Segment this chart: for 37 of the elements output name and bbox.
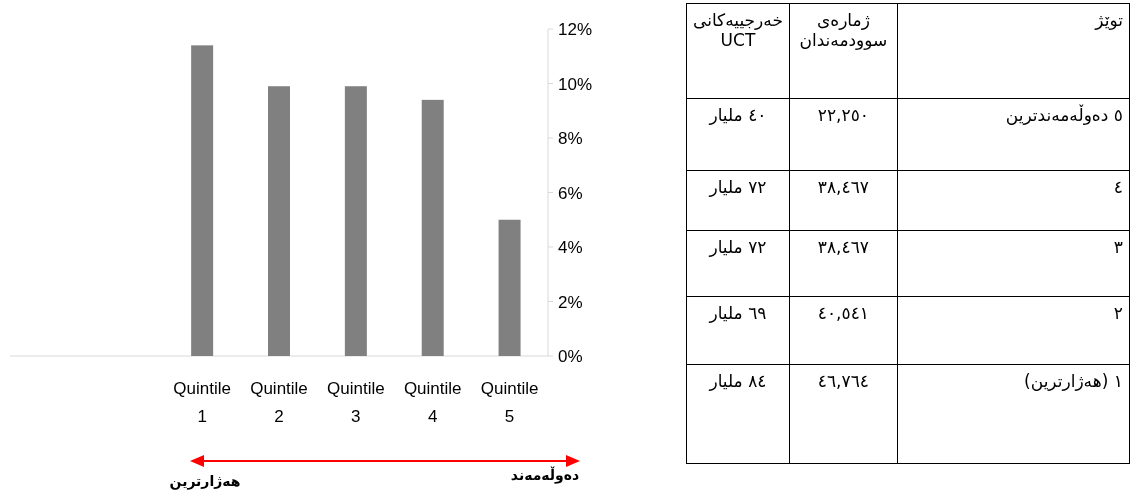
text: ٢٢,٢٥٠ — [789, 98, 898, 171]
text: ٧٢ مليار — [686, 230, 790, 297]
text: ٧٢ مليار — [686, 170, 790, 231]
text: ٥ دەوڵەمەندترین — [897, 98, 1130, 171]
text: ١ (هەژارترین) — [897, 364, 1130, 464]
bar — [268, 86, 290, 356]
bar — [498, 219, 521, 356]
x-tick-label: Quintile 2 — [250, 379, 308, 426]
text: ٨٤ مليار — [686, 364, 790, 464]
text: ٢ — [897, 296, 1130, 365]
y-tick-label: 10% — [558, 74, 593, 94]
text: ٤ — [897, 170, 1130, 231]
text: خەرجییەکانی UCT — [686, 3, 790, 99]
bar — [344, 86, 367, 356]
x-tick-label: Quintile 3 — [327, 379, 385, 426]
bar — [191, 45, 214, 356]
bar — [421, 99, 444, 356]
text: ٣ — [897, 230, 1130, 297]
text: ٣٨,٤٦٧ — [789, 230, 898, 297]
y-tick-label: 12% — [558, 20, 593, 39]
text: ٤٦,٧٦٤ — [789, 364, 898, 464]
y-tick-label: 0% — [558, 347, 583, 366]
x-tick-label: Quintile 5 — [480, 379, 539, 426]
y-tick-label: 2% — [558, 292, 583, 312]
y-tick-label: 8% — [558, 129, 583, 148]
text: ٤٠,٥٤١ — [789, 296, 898, 365]
text: ٣٨,٤٦٧ — [789, 170, 898, 231]
x-tick-label: Quintile 4 — [403, 379, 462, 426]
text: دەوڵەمەند — [510, 466, 580, 484]
text: هەژارترین — [169, 473, 241, 490]
y-tick-label: 4% — [558, 238, 583, 257]
y-tick-label: 6% — [558, 183, 583, 203]
text: ٦٩ مليار — [686, 296, 790, 365]
text: توێژ — [897, 3, 1130, 99]
text: ژمارەی سوودمەندان — [789, 3, 898, 99]
x-tick-label: Quintile 1 — [173, 379, 231, 426]
text: ٤٠ مليار — [686, 98, 790, 171]
